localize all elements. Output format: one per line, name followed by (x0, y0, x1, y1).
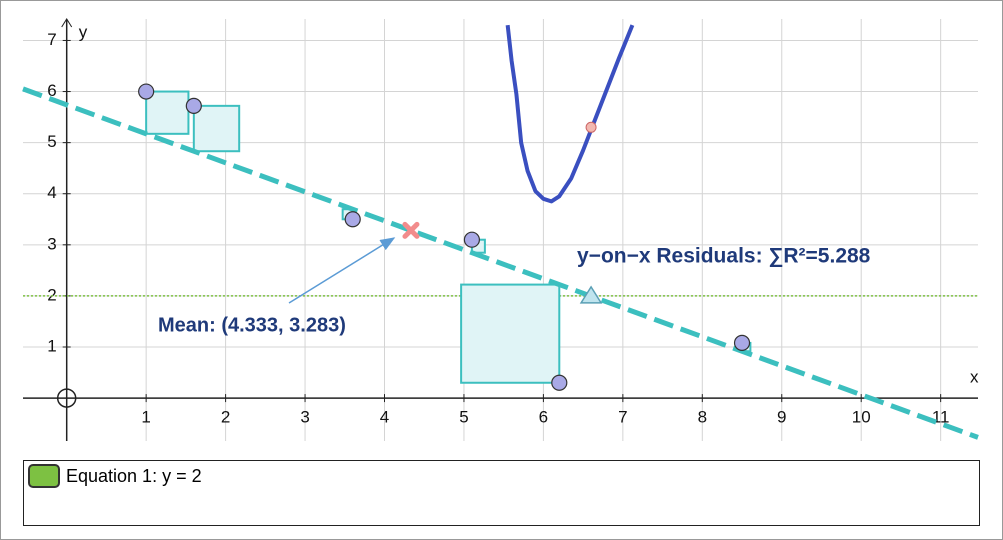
x-tick-label: 10 (852, 408, 871, 427)
x-tick-label: 5 (459, 408, 468, 427)
x-tick-label: 9 (777, 408, 786, 427)
residual-square (460, 283, 561, 384)
curve (505, 24, 635, 204)
data-point (138, 83, 155, 100)
residual-square (145, 90, 190, 135)
y-axis-label: y (79, 22, 88, 41)
mean-arrow (288, 237, 396, 304)
data-point (185, 97, 202, 114)
y-tick-label: 1 (47, 336, 56, 355)
regression-line (22, 86, 979, 440)
curve-point (585, 121, 597, 133)
y-tick-label: 6 (47, 81, 56, 100)
data-point (733, 334, 751, 352)
y-tick-label: 5 (47, 132, 56, 151)
x-tick-label: 11 (932, 408, 950, 427)
x-tick-label: 1 (141, 408, 150, 427)
y-tick-label: 7 (47, 30, 56, 49)
equation-row[interactable]: Equation 1: y = 2 (24, 461, 979, 491)
residuals-label: y−on−x Residuals: ∑R²=5.288 (577, 245, 871, 268)
y-tick-label: 3 (47, 234, 56, 253)
mean-label: Mean: (4.333, 3.283) (158, 314, 346, 336)
x-tick-label: 6 (539, 408, 548, 427)
x-tick-label: 8 (698, 408, 707, 427)
y-tick-label: 2 (47, 285, 56, 304)
equation-swatch[interactable] (28, 464, 60, 488)
data-point (551, 374, 568, 391)
x-tick-label: 4 (380, 408, 389, 427)
x-axis-label: x (970, 368, 979, 387)
equation-panel: Equation 1: y = 2 (23, 460, 980, 526)
triangle-marker (579, 285, 603, 304)
data-point (463, 231, 480, 248)
y-axis-arrow (61, 18, 73, 28)
residual-square (192, 104, 241, 153)
origin (56, 388, 77, 408)
x-tick-label: 3 (300, 408, 309, 427)
data-point (344, 211, 361, 228)
mean-marker (402, 221, 420, 239)
x-tick-label: 2 (221, 408, 230, 427)
x-tick-label: 7 (618, 408, 627, 427)
y-tick-label: 4 (47, 183, 56, 202)
equation-label: Equation 1: y = 2 (66, 465, 202, 486)
